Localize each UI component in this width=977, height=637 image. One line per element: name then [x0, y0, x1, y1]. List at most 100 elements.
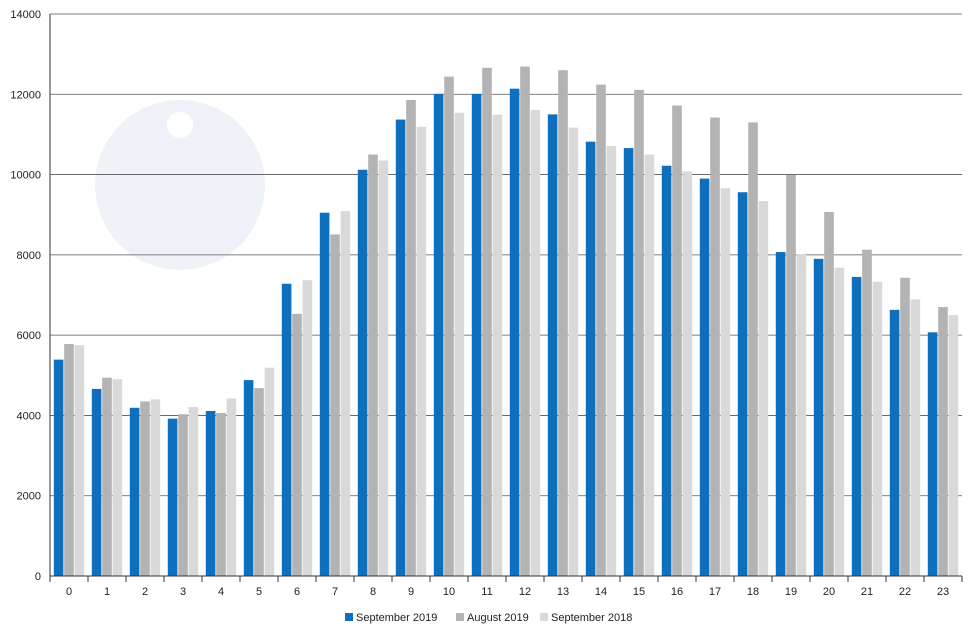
- watermark-logo: [95, 100, 265, 270]
- bar: September 2019, 10: 12010: [433, 93, 444, 576]
- y-tick-label: 8000: [17, 250, 41, 262]
- bar: September 2018, 5: 5190: [264, 367, 275, 576]
- y-tick-label: 12000: [10, 89, 41, 101]
- x-tick-label: 8: [370, 586, 376, 598]
- x-tick-label: 19: [785, 586, 797, 598]
- bar: September 2019, 8: 10120: [357, 169, 368, 576]
- bar: September 2019, 13: 11500: [547, 114, 558, 577]
- bar: September 2019, 14: 10820: [585, 141, 596, 576]
- bar: September 2018, 8: 10350: [378, 160, 389, 576]
- bar: September 2019, 19: 8070: [775, 252, 786, 577]
- bar: August 2019, 5: 4680: [254, 388, 264, 576]
- bar: September 2019, 0: 5390: [53, 359, 64, 576]
- bar: August 2019, 13: 12600: [558, 70, 568, 576]
- x-tick-label: 3: [180, 586, 186, 598]
- bar: August 2019, 8: 10500: [368, 154, 378, 576]
- y-tick-label: 10000: [10, 170, 41, 182]
- bar: September 2019, 3: 3920: [167, 418, 178, 576]
- bar: September 2018, 16: 10080: [682, 171, 693, 577]
- bar: September 2019, 18: 9560: [737, 192, 748, 577]
- x-tick-label: 22: [899, 586, 911, 598]
- x-tick-label: 5: [256, 586, 262, 598]
- bar: September 2018, 18: 9340: [758, 201, 769, 576]
- x-tick-label: 10: [443, 586, 455, 598]
- bar: August 2019, 22: 7430: [900, 277, 910, 576]
- bar: August 2019, 16: 11720: [672, 105, 682, 576]
- x-tick-label: 1: [104, 586, 110, 598]
- bar: September 2019, 4: 4110: [205, 411, 216, 576]
- bar: September 2019, 15: 10660: [623, 148, 634, 576]
- bar: September 2019, 17: 9900: [699, 178, 710, 576]
- legend-item[interactable]: August 2019: [456, 612, 529, 624]
- bar: September 2019, 21: 7450: [851, 276, 862, 576]
- y-tick-label: 2000: [17, 491, 41, 503]
- bar: September 2018, 7: 9090: [340, 211, 351, 576]
- bar: September 2019, 2: 4190: [129, 407, 140, 576]
- bar: September 2018, 15: 10500: [644, 154, 655, 576]
- x-tick-label: 17: [709, 586, 721, 598]
- bar: September 2018, 6: 7370: [302, 280, 313, 576]
- bar: September 2018, 23: 6500: [948, 315, 959, 576]
- x-tick-label: 18: [747, 586, 759, 598]
- y-tick-label: 0: [35, 571, 41, 583]
- x-tick-label: 6: [294, 586, 300, 598]
- bar: August 2019, 11: 12660: [482, 67, 492, 576]
- bar: September 2018, 4: 4420: [226, 398, 237, 576]
- bar: August 2019, 21: 8130: [862, 249, 872, 576]
- bar: September 2019, 12: 12140: [509, 88, 520, 577]
- x-tick-label: 7: [332, 586, 338, 598]
- bar: September 2018, 17: 9660: [720, 188, 731, 576]
- x-tick-labels: 0 1 2 3 4 5 6 7 8 9 10 11 12 13 14 15 16 17 18 19 20 21 22 23: [66, 586, 949, 598]
- legend-swatch: [540, 613, 548, 621]
- x-tick-label: 11: [481, 586, 492, 598]
- bar: September 2019, 7: 9050: [319, 212, 330, 576]
- bar: September 2018, 10: 11540: [454, 112, 465, 576]
- bar: September 2018, 22: 6890: [910, 299, 921, 576]
- bar: August 2019, 2: 4350: [140, 401, 150, 576]
- legend-swatch: [456, 613, 464, 621]
- legend-label: August 2019: [467, 612, 529, 624]
- x-tick-label: 21: [861, 586, 873, 598]
- bar: September 2018, 19: 8020: [796, 254, 807, 577]
- bar: August 2019, 15: 12110: [634, 89, 644, 577]
- legend: September 2019 August 2019 September 2018: [345, 612, 632, 624]
- bar: August 2019, 3: 4030: [178, 414, 188, 576]
- bar: August 2019, 7: 8510: [330, 234, 340, 576]
- legend-item[interactable]: September 2019: [345, 612, 437, 624]
- bar: September 2018, 13: 11170: [568, 127, 579, 576]
- bar: August 2019, 12: 12690: [520, 66, 530, 576]
- bar: September 2019, 11: 12010: [471, 93, 482, 576]
- bar: August 2019, 6: 6530: [292, 313, 302, 576]
- x-tick-label: 13: [557, 586, 569, 598]
- bar: August 2019, 17: 11420: [710, 117, 720, 576]
- x-tick-label: 2: [142, 586, 148, 598]
- bar: September 2018, 3: 4210: [188, 407, 199, 576]
- axes: [49, 14, 963, 582]
- bar: August 2019, 14: 12240: [596, 84, 606, 577]
- y-tick-label: 6000: [17, 330, 41, 342]
- x-tick-label: 20: [823, 586, 835, 598]
- y-tick-label: 4000: [17, 410, 41, 422]
- bar: September 2019, 9: 11370: [395, 119, 406, 576]
- legend-item[interactable]: September 2018: [540, 612, 632, 624]
- bar: August 2019, 20: 9070: [824, 211, 834, 576]
- bar: September 2018, 21: 7330: [872, 281, 883, 576]
- bar: September 2019, 1: 4660: [91, 388, 102, 576]
- bars: September 2019, 0: 5390 September 2019, 1…: [53, 66, 959, 577]
- bar: August 2019, 0: 5780: [64, 343, 74, 576]
- x-tick-label: 14: [595, 586, 607, 598]
- bar: September 2019, 16: 10220: [661, 165, 672, 577]
- y-tick-labels: 0 2000 4000 6000 8000 10000 12000 14000: [10, 9, 41, 583]
- y-tick-label: 14000: [10, 9, 41, 21]
- bar: September 2018, 20: 7680: [834, 267, 845, 576]
- x-tick-label: 0: [66, 586, 72, 598]
- bar: September 2019, 6: 7280: [281, 283, 292, 576]
- x-tick-label: 4: [218, 586, 224, 598]
- bar: August 2019, 9: 11860: [406, 99, 416, 576]
- bar: September 2018, 0: 5750: [74, 345, 85, 576]
- x-tick-label: 16: [671, 586, 683, 598]
- bar: September 2019, 23: 6070: [927, 332, 938, 576]
- bar: August 2019, 4: 4060: [216, 413, 226, 576]
- bar: September 2018, 12: 11610: [530, 109, 541, 576]
